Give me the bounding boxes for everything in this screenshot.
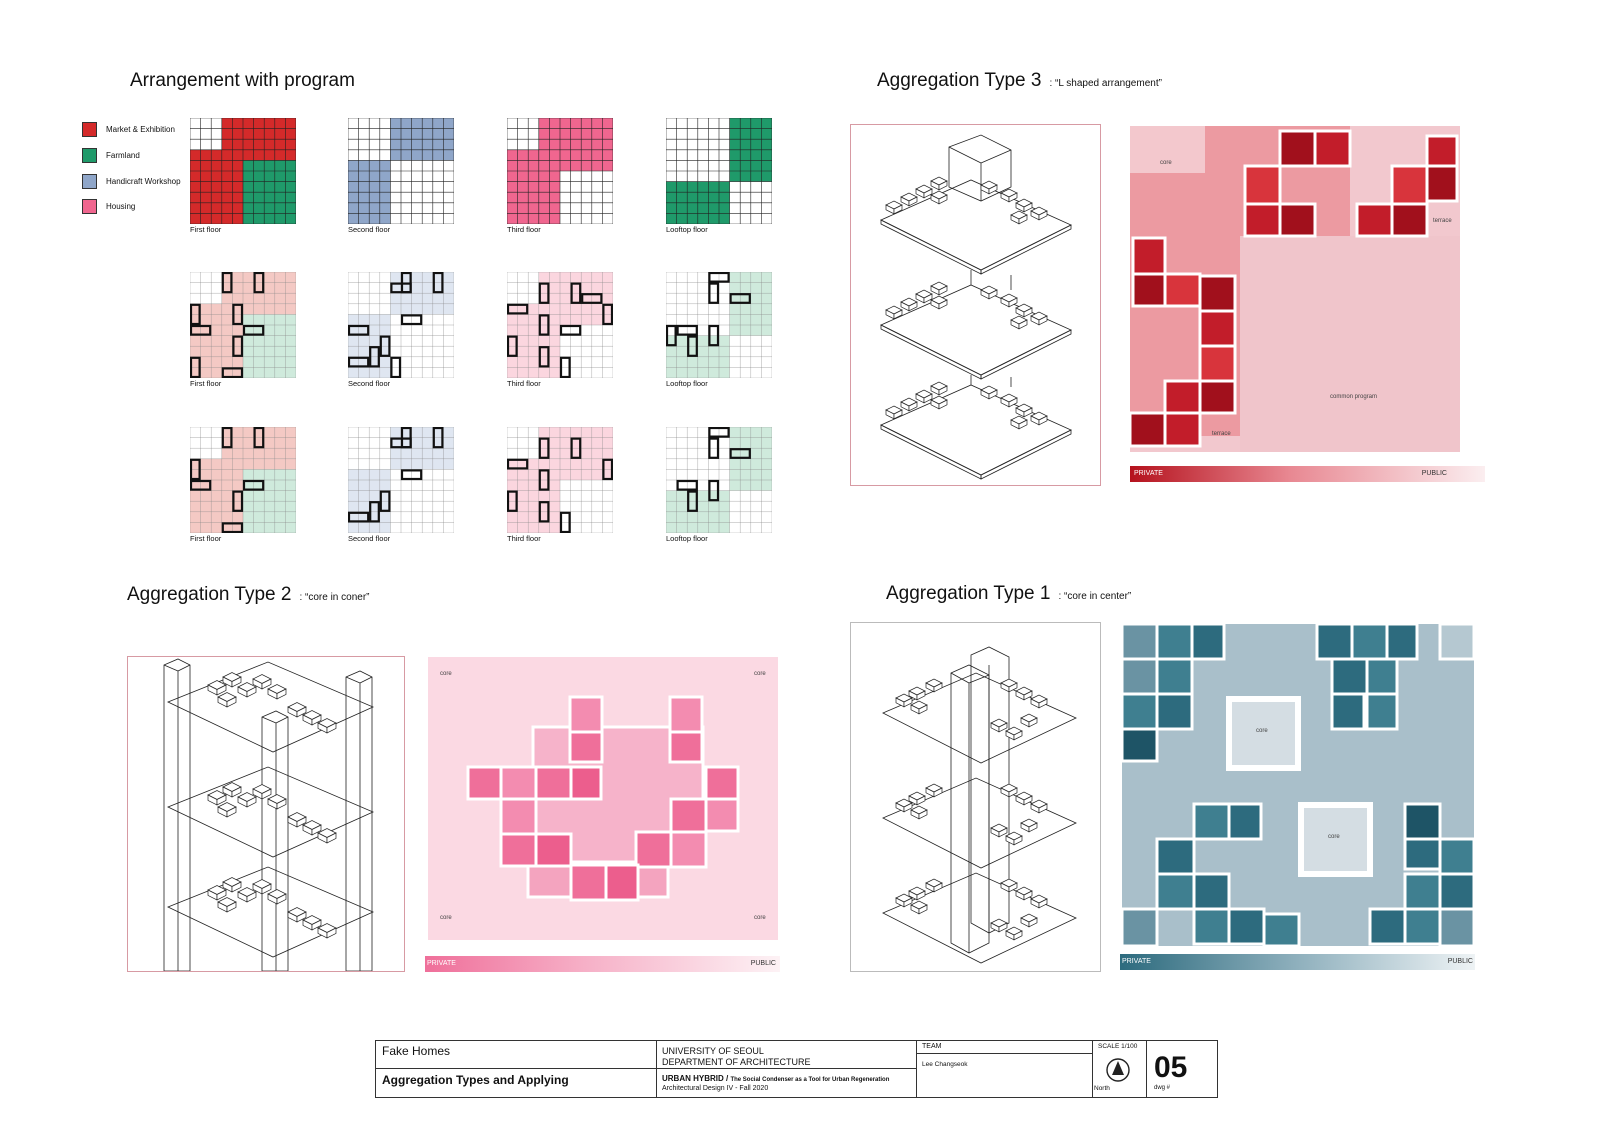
type1-gradient-bar: PRIVATE PUBLIC (1120, 954, 1475, 970)
program-grid (190, 427, 296, 533)
legend-label: Farmland (106, 151, 140, 160)
tb-department: DEPARTMENT OF ARCHITECTURE (662, 1057, 811, 1067)
type3-terrace-label-b: terrace (1212, 431, 1231, 437)
type3-terrace-label-a: terrace (1433, 218, 1452, 224)
type1-plan: core core (1120, 622, 1476, 948)
floor-label: Second floor (348, 379, 391, 388)
legend-swatch (82, 148, 97, 163)
tb-project: Fake Homes (382, 1044, 451, 1058)
type1-axonometric (850, 622, 1101, 972)
legend-label: Handicraft Workshop (106, 177, 181, 186)
tb-dwg-no: 05 (1154, 1051, 1188, 1084)
program-grid (348, 272, 454, 378)
type2-axonometric (127, 656, 405, 972)
floor-label: Second floor (348, 225, 391, 234)
type2-core-label-tr: core (754, 671, 766, 677)
type3-core-label: core (1160, 160, 1172, 166)
floor-label: Second floor (348, 534, 391, 543)
legend-swatch (82, 122, 97, 137)
floor-label: First floor (190, 534, 222, 543)
type2-axo-drawing (163, 658, 374, 972)
floor-label: Third floor (507, 379, 541, 388)
tb-north: North (1094, 1085, 1110, 1092)
tb-course-name: URBAN HYBRID / (662, 1074, 729, 1083)
legend-label: Housing (106, 202, 136, 211)
tb-course-line: URBAN HYBRID / The Social Condenser as a… (662, 1074, 889, 1083)
tb-university: UNIVERSITY OF SEOUL (662, 1046, 764, 1056)
type3-common-label: common program (1330, 394, 1378, 400)
tb-team: Lee Changseok (922, 1061, 968, 1068)
tb-team-label: TEAM (922, 1043, 942, 1050)
type1-public-label: PUBLIC (1447, 958, 1473, 965)
tb-sheet-title: Aggregation Types and Applying (382, 1073, 569, 1087)
type1-core-label-b: core (1328, 834, 1340, 840)
type3-axonometric (850, 124, 1101, 486)
program-grid (507, 427, 613, 533)
type3-axo-drawing (880, 134, 1072, 480)
legend-item: Handicraft Workshop (82, 174, 181, 189)
type3-title: Aggregation Type 3 : “L shaped arrangemen… (877, 70, 1162, 92)
type2-core-label-tl: core (440, 671, 452, 677)
type3-public-label: PUBLIC (1421, 470, 1447, 477)
type2-subtitle: : “core in coner” (299, 592, 370, 603)
type2-title-text: Aggregation Type 2 (127, 584, 292, 605)
type1-core-label-a: core (1256, 728, 1268, 734)
type2-plan: core core core core (428, 657, 778, 940)
type1-title-text: Aggregation Type 1 (886, 583, 1051, 604)
floor-label: Looftop floor (666, 225, 708, 234)
floor-label: Third floor (507, 225, 541, 234)
type1-private-label: PRIVATE (1122, 958, 1151, 965)
type2-gradient-bar: PRIVATE PUBLIC (425, 956, 780, 972)
type2-private-label: PRIVATE (427, 960, 456, 967)
type2-core-label-br: core (754, 915, 766, 921)
tb-dwg-label: dwg # (1154, 1085, 1171, 1091)
program-grid (190, 118, 296, 224)
tb-scale: SCALE 1/100 (1098, 1043, 1138, 1050)
type3-plan: core terrace terrace common program (1128, 126, 1460, 452)
program-grid (348, 118, 454, 224)
floor-label: Looftop floor (666, 534, 708, 543)
type2-public-label: PUBLIC (750, 960, 776, 967)
type1-subtitle: : “core in center” (1058, 591, 1132, 602)
type1-title: Aggregation Type 1 : “core in center” (886, 583, 1131, 605)
floor-label: First floor (190, 379, 222, 388)
type3-subtitle: : “L shaped arrangement” (1049, 78, 1162, 89)
type1-axo-drawing (882, 646, 1077, 964)
type3-gradient-bar: PRIVATE PUBLIC (1130, 466, 1485, 482)
program-grid (507, 118, 613, 224)
type3-private-label: PRIVATE (1134, 470, 1163, 477)
floor-label: Looftop floor (666, 379, 708, 388)
program-grid (666, 427, 772, 533)
program-grid (666, 118, 772, 224)
type3-title-text: Aggregation Type 3 (877, 70, 1042, 91)
legend-item: Housing (82, 199, 135, 214)
type1-plan-drawing (1120, 622, 1476, 948)
north-arrow-icon (1106, 1058, 1130, 1087)
legend-item: Farmland (82, 148, 140, 163)
arrangement-title: Arrangement with program (130, 70, 355, 91)
legend-label: Market & Exhibition (106, 125, 175, 134)
program-grid (507, 272, 613, 378)
type2-title: Aggregation Type 2 : “core in coner” (127, 584, 369, 606)
title-block: Fake Homes Aggregation Types and Applyin… (375, 1040, 1218, 1098)
legend-swatch (82, 199, 97, 214)
program-grid (666, 272, 772, 378)
type2-plan-drawing (466, 695, 740, 902)
tb-course-sub: The Social Condenser as a Tool for Urban… (730, 1077, 890, 1083)
type2-core-label-bl: core (440, 915, 452, 921)
floor-label: First floor (190, 225, 222, 234)
program-grid (348, 427, 454, 533)
legend-swatch (82, 174, 97, 189)
program-grid (190, 272, 296, 378)
type3-plan-drawing (1128, 126, 1460, 452)
legend-item: Market & Exhibition (82, 122, 175, 137)
tb-course: Architectural Design IV - Fall 2020 (662, 1085, 769, 1092)
floor-label: Third floor (507, 534, 541, 543)
